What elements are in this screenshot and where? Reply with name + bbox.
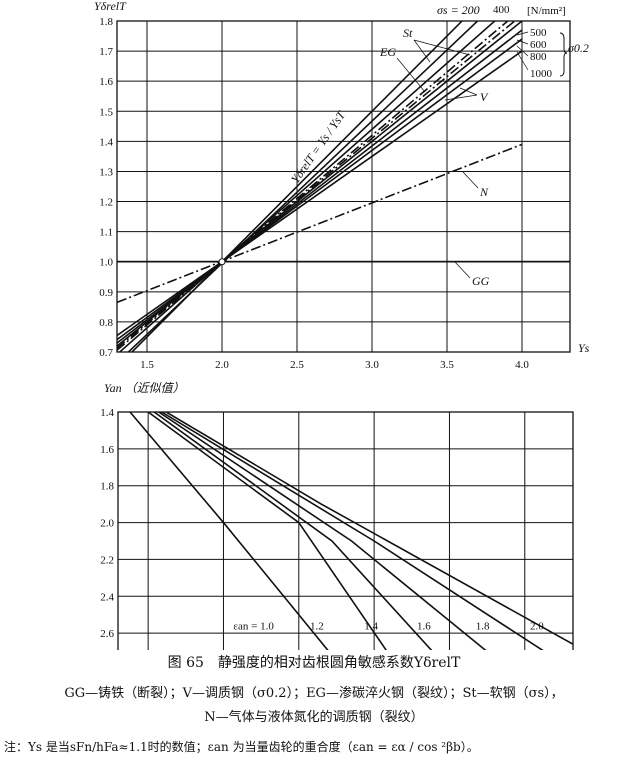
series-label-εan=2.0: 2.0 — [530, 620, 544, 632]
label-600: 600 — [530, 39, 547, 51]
bottom-y-axis-label: Yan （近似值） — [104, 381, 185, 395]
series-line-st-s-200 — [127, 21, 479, 352]
unit-label: [N/mm²] — [527, 5, 566, 17]
y-tick-label: 1.5 — [99, 106, 113, 118]
series-line--an-1.4 — [153, 412, 433, 650]
leader-lines — [396, 31, 529, 279]
y-tick-label: 1.2 — [99, 197, 113, 209]
label-1000: 1000 — [530, 68, 553, 80]
series-line-v-600 — [117, 29, 523, 344]
label-400: 400 — [493, 4, 510, 16]
y-tick-label: 1.0 — [99, 257, 113, 269]
series-label-εan=1.0: εan = 1.0 — [233, 620, 274, 632]
series-line--an-2.0 — [165, 412, 573, 645]
sigma02-label: σ0.2 — [568, 41, 589, 55]
figure-title: 图 65 静强度的相对齿根圆角敏感系数YδrelT — [167, 655, 461, 671]
y-tick-label: 1.3 — [99, 166, 113, 178]
y-tick-label: 0.8 — [99, 317, 113, 329]
y-tick-label: 2.2 — [100, 554, 114, 566]
series-group — [117, 21, 570, 352]
series-label-εan=1.6: 1.6 — [417, 620, 431, 632]
legend-line-1: GG—铸铁（断裂）；V—调质钢（σ0.2）；EG—渗碳淬火钢（裂纹）；St—软钢… — [64, 686, 564, 701]
series-line--an-1.0 — [129, 412, 329, 650]
top-x-axis-label: Ys — [578, 341, 590, 355]
y-tick-label: 2.4 — [100, 591, 114, 603]
series-line-eg — [117, 21, 516, 349]
y-tick-label: 0.7 — [99, 347, 113, 359]
y-tick-label: 1.1 — [99, 227, 113, 239]
y-tick-label: 2.6 — [100, 628, 114, 640]
x-tick-label: 4.0 — [515, 359, 529, 371]
figure-note: 注：Ys 是当sFn/hFa≈1.1时的数值；εan 为当量齿轮的重合度（εan… — [4, 740, 479, 754]
series-line-v-500 — [117, 21, 523, 347]
y-tick-label: 1.6 — [99, 76, 113, 88]
label-500: 500 — [530, 27, 547, 39]
series-label-εan=1.4: 1.4 — [364, 620, 378, 632]
x-tick-label: 2.0 — [215, 359, 229, 371]
chart-canvas: 0.7 0.8 0.9 1.0 1.1 1.2 1.3 1.4 1.5 1.6 1.7 1.8 1.5 2… — [94, 0, 590, 650]
y-tick-label: 0.9 — [99, 287, 113, 299]
plot-frame — [117, 411, 574, 650]
y-tick-label: 1.4 — [99, 136, 113, 148]
x-tick-label: 3.5 — [440, 359, 454, 371]
brace-icon — [559, 32, 568, 77]
pivot-point — [218, 258, 226, 266]
series-line-n — [117, 143, 523, 304]
sigma-s-label: σs = 200 — [437, 3, 480, 17]
series-label-εan=1.8: 1.8 — [476, 620, 490, 632]
top-y-axis-label: YδrelT — [94, 0, 127, 13]
series-label-εan=1.2: 1.2 — [310, 620, 324, 632]
series-line--an-1.8 — [161, 412, 544, 650]
y-tick-label: 1.4 — [100, 407, 114, 419]
label-V: V — [480, 90, 489, 104]
y-tick-label: 1.8 — [100, 481, 114, 493]
x-tick-label: 2.5 — [290, 359, 304, 371]
series-line--an-1.6 — [158, 412, 487, 650]
series-line-st-400 — [118, 21, 496, 352]
series-line-v-800 — [117, 38, 523, 341]
y-tick-label: 2.0 — [100, 518, 114, 530]
x-tick-label: 1.5 — [140, 359, 154, 371]
label-EG: EG — [379, 45, 396, 59]
label-800: 800 — [530, 51, 547, 63]
x-tick-label: 3.0 — [365, 359, 379, 371]
label-GG: GG — [472, 274, 490, 288]
plot-frame — [116, 20, 571, 353]
series-line-eg — [117, 21, 509, 351]
label-St: St — [403, 26, 413, 40]
y-tick-label: 1.7 — [99, 46, 113, 58]
series-group — [129, 412, 573, 650]
y-tick-label: 1.8 — [99, 16, 113, 28]
y-tick-label: 1.6 — [100, 444, 114, 456]
label-N: N — [479, 185, 489, 199]
series-line-v-1000 — [117, 50, 523, 337]
legend-line-2: N—气体与液体氮化的调质钢（裂纹） — [204, 710, 424, 725]
series-line--an-1.2 — [147, 412, 388, 650]
